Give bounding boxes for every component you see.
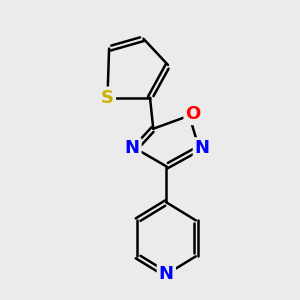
Text: O: O bbox=[186, 105, 201, 123]
Text: N: N bbox=[159, 265, 174, 283]
Text: S: S bbox=[101, 89, 114, 107]
Text: N: N bbox=[195, 140, 210, 158]
Text: N: N bbox=[124, 140, 140, 158]
